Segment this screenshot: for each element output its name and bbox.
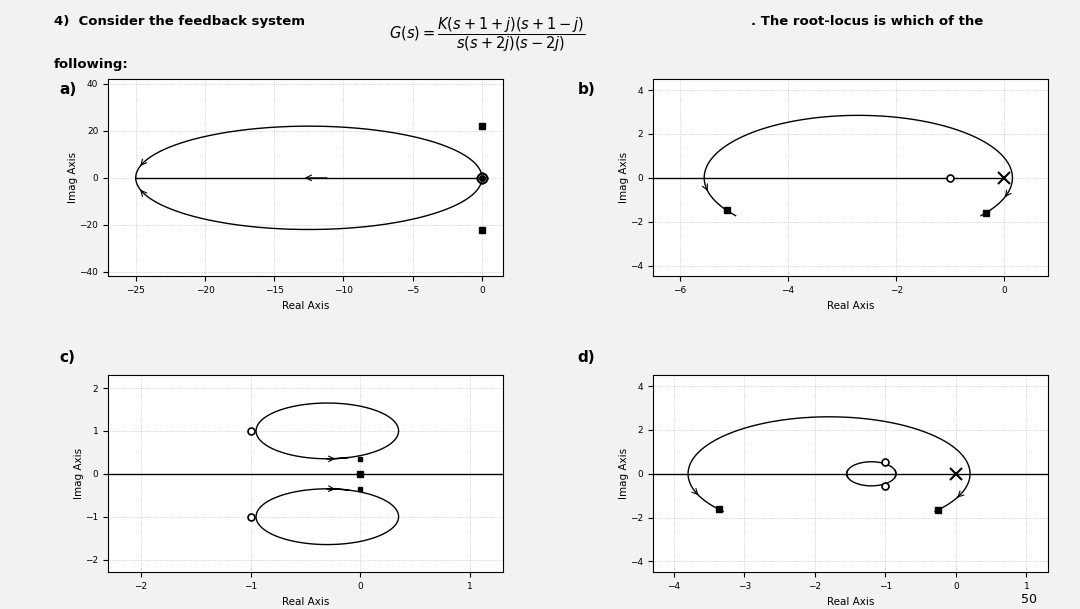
Text: $G(s) = \dfrac{K(s+1+j)(s+1-j)}{s(s+2j)(s-2j)}$: $G(s) = \dfrac{K(s+1+j)(s+1-j)}{s(s+2j)(…: [389, 15, 585, 54]
X-axis label: Real Axis: Real Axis: [826, 597, 874, 607]
X-axis label: Real Axis: Real Axis: [282, 597, 329, 607]
Y-axis label: Imag Axis: Imag Axis: [68, 152, 78, 203]
Text: d): d): [578, 350, 595, 365]
Y-axis label: Imag Axis: Imag Axis: [619, 448, 629, 499]
Text: b): b): [578, 82, 595, 97]
Text: 50: 50: [1021, 593, 1037, 606]
Y-axis label: Imag Axis: Imag Axis: [73, 448, 83, 499]
Text: . The root-locus is which of the: . The root-locus is which of the: [751, 15, 983, 28]
X-axis label: Real Axis: Real Axis: [826, 301, 874, 311]
Text: c): c): [59, 350, 76, 365]
Text: a): a): [59, 82, 77, 97]
Y-axis label: Imag Axis: Imag Axis: [619, 152, 629, 203]
Text: following:: following:: [54, 58, 129, 71]
Text: 4)  Consider the feedback system: 4) Consider the feedback system: [54, 15, 305, 28]
X-axis label: Real Axis: Real Axis: [282, 301, 329, 311]
